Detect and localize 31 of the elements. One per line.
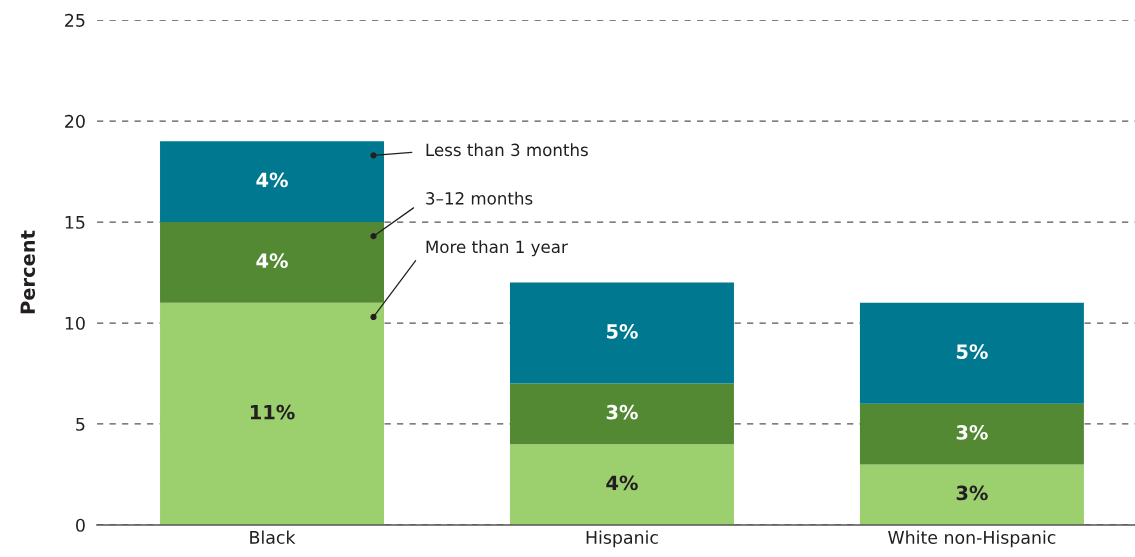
y-tick-label: 0 [76, 518, 85, 532]
y-tick-label: 20 [65, 114, 85, 128]
bar [160, 302, 384, 525]
y-axis-title: Percent [20, 230, 36, 314]
text: Less than 3 months [426, 143, 588, 157]
bar [859, 403, 1084, 465]
bar [509, 282, 734, 384]
data-label: 3% [956, 425, 988, 440]
text: More than 1 year [426, 240, 568, 257]
y-tick-label: 15 [65, 215, 85, 229]
x-tick-label: Black [250, 530, 296, 544]
bar [509, 383, 734, 445]
bar [509, 444, 734, 525]
data-label: 3% [956, 485, 988, 501]
data-label: 3% [606, 404, 638, 420]
data-label: 11% [250, 404, 295, 420]
bar [160, 222, 384, 303]
y-tick-label: 5 [76, 417, 85, 431]
y-tick-label: 25 [65, 13, 85, 27]
bar [160, 141, 384, 223]
bar [859, 302, 1084, 404]
data-label: 5% [606, 324, 638, 339]
data-label: 4% [256, 172, 288, 188]
bar [859, 464, 1084, 525]
data-label: 4% [256, 253, 288, 269]
x-tick-label: White non-Hispanic [888, 530, 1056, 548]
data-label: 4% [606, 475, 638, 491]
data-label: 5% [956, 344, 988, 359]
y-tick-label: 10 [65, 316, 85, 330]
x-tick-label: Hispanic [586, 530, 658, 548]
text: 3–12 months [426, 191, 533, 205]
